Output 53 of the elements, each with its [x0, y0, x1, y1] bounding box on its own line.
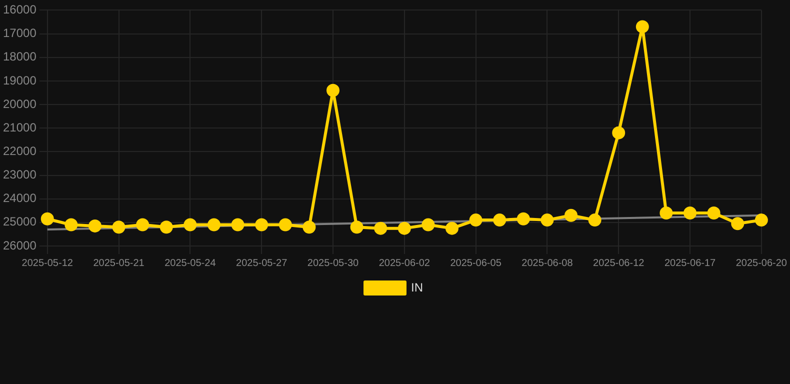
point	[540, 214, 554, 227]
point	[207, 218, 220, 232]
point	[136, 218, 150, 232]
point	[326, 84, 340, 97]
x-tick-label: 2025-05-21	[93, 258, 145, 269]
point	[493, 214, 506, 227]
point	[231, 218, 244, 232]
point	[278, 218, 292, 232]
point	[302, 220, 316, 234]
y-tick-label: 16000	[2, 2, 37, 17]
x-tick-label: 2025-05-24	[164, 258, 216, 269]
point	[422, 218, 435, 232]
y-tick-label: 23000	[2, 168, 37, 182]
point	[88, 219, 102, 232]
y-tick-label: 24000	[2, 191, 37, 206]
point	[398, 222, 411, 235]
point	[636, 20, 649, 34]
y-tick-label: 20000	[2, 96, 37, 111]
y-tick-label: 22000	[2, 144, 37, 158]
x-tick-label: 2025-06-08	[522, 258, 574, 269]
x-tick-label: 2025-06-02	[378, 258, 430, 269]
y-tick-label: 25000	[2, 214, 37, 229]
point	[731, 217, 744, 230]
point	[64, 218, 78, 232]
point	[350, 220, 364, 234]
point	[469, 214, 482, 227]
y-tick-label: 26000	[2, 238, 37, 252]
y-tick-label: 17000	[2, 26, 37, 40]
point	[516, 212, 530, 226]
y-tick-label: 18000	[2, 50, 37, 64]
point	[754, 214, 768, 227]
y-tick-label: 21000	[2, 120, 37, 134]
x-tick-label: 2025-06-05	[450, 258, 502, 269]
point	[446, 222, 458, 235]
x-tick-label: 2025-05-27	[236, 258, 288, 269]
point	[707, 206, 720, 220]
point	[564, 208, 578, 222]
point	[374, 222, 388, 235]
legend-label: IN	[411, 280, 423, 294]
point	[160, 220, 173, 234]
point	[684, 206, 697, 220]
y-tick-label: 19000	[2, 73, 37, 88]
x-tick-label: 2025-05-12	[22, 258, 74, 269]
point	[255, 218, 268, 232]
point	[112, 220, 126, 234]
point	[660, 206, 673, 220]
x-tick-label: 2025-06-20	[736, 258, 788, 269]
point	[612, 126, 626, 140]
x-tick-label: 2025-06-12	[593, 258, 645, 269]
x-tick-label: 2025-06-17	[664, 258, 716, 269]
point	[184, 218, 197, 232]
point	[588, 214, 602, 227]
x-tick-label: 2025-05-30	[307, 258, 360, 269]
